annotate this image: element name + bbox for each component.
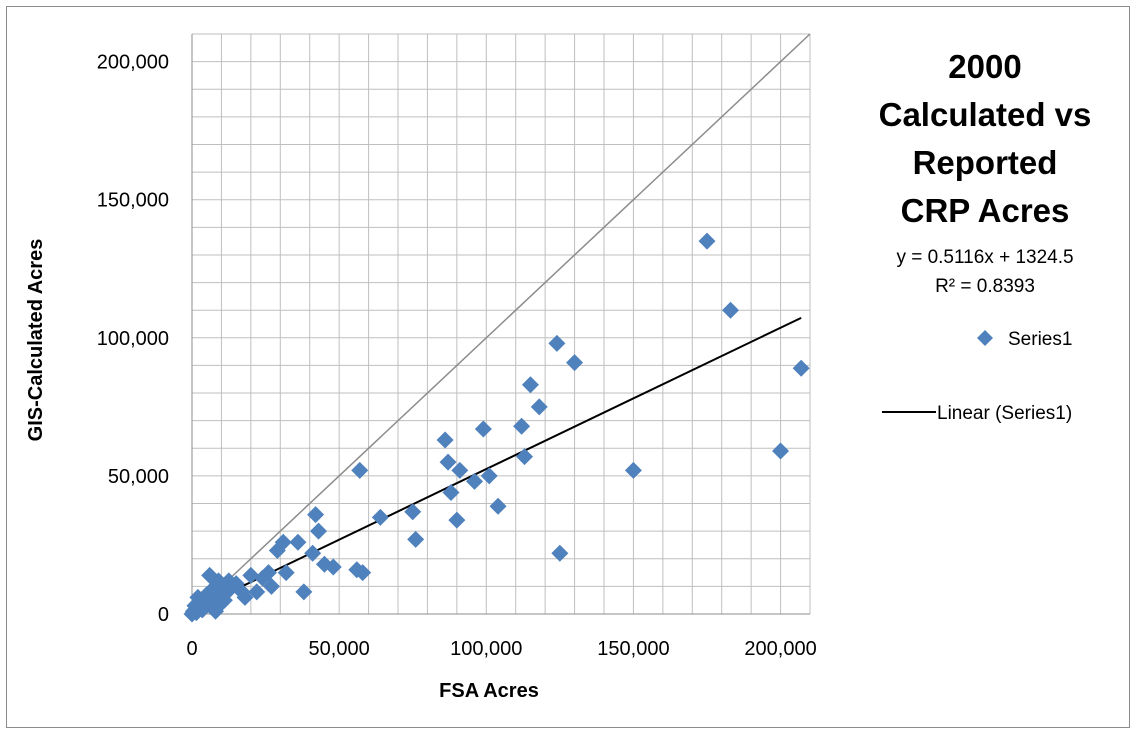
data-point — [404, 503, 421, 520]
data-point — [437, 432, 454, 449]
chart-title-line-1: 2000 — [948, 48, 1021, 85]
y-tick-label: 200,000 — [97, 52, 169, 74]
legend-label-trendline: Linear (Series1) — [937, 403, 1072, 424]
chart-title-line-4: CRP Acres — [901, 192, 1070, 229]
x-tick-label: 100,000 — [450, 638, 522, 660]
data-point — [566, 354, 583, 371]
chart-title-line-3: Reported — [913, 144, 1058, 181]
x-tick-label: 200,000 — [744, 638, 816, 660]
data-point — [310, 523, 327, 540]
y-tick-label: 100,000 — [97, 328, 169, 350]
data-point — [490, 498, 507, 515]
y-tick-label: 150,000 — [97, 190, 169, 212]
data-point — [722, 302, 739, 319]
data-point — [522, 376, 539, 393]
data-point — [793, 360, 810, 377]
y-tick-label: 0 — [158, 604, 169, 626]
lines — [192, 34, 810, 614]
data-point — [448, 512, 465, 529]
data-point — [289, 534, 306, 551]
x-tick-label: 50,000 — [309, 638, 370, 660]
y-tick-label: 50,000 — [108, 466, 169, 488]
y-axis-title: GIS-Calculated Acres — [25, 239, 47, 442]
data-point — [516, 448, 533, 465]
chart-title: 2000 Calculated vs Reported CRP Acres — [879, 48, 1092, 229]
data-point — [242, 567, 259, 584]
data-points — [184, 233, 810, 623]
x-tick-label: 0 — [186, 638, 197, 660]
legend-label-series1: Series1 — [1008, 329, 1072, 350]
reference-line — [192, 34, 810, 614]
x-axis-title: FSA Acres — [439, 680, 539, 702]
data-point — [699, 233, 716, 250]
x-tick-label: 150,000 — [597, 638, 669, 660]
trendline — [192, 318, 801, 610]
legend-marker-series1 — [977, 330, 993, 346]
r-squared-label: R² = 0.8393 — [935, 276, 1035, 297]
data-point — [772, 443, 789, 460]
data-point — [475, 420, 492, 437]
legend: Series1 Linear (Series1) — [882, 329, 1072, 424]
chart-title-line-2: Calculated vs — [879, 96, 1092, 133]
data-point — [407, 531, 424, 548]
trendline-equation: y = 0.5116x + 1324.5 — [896, 247, 1073, 268]
